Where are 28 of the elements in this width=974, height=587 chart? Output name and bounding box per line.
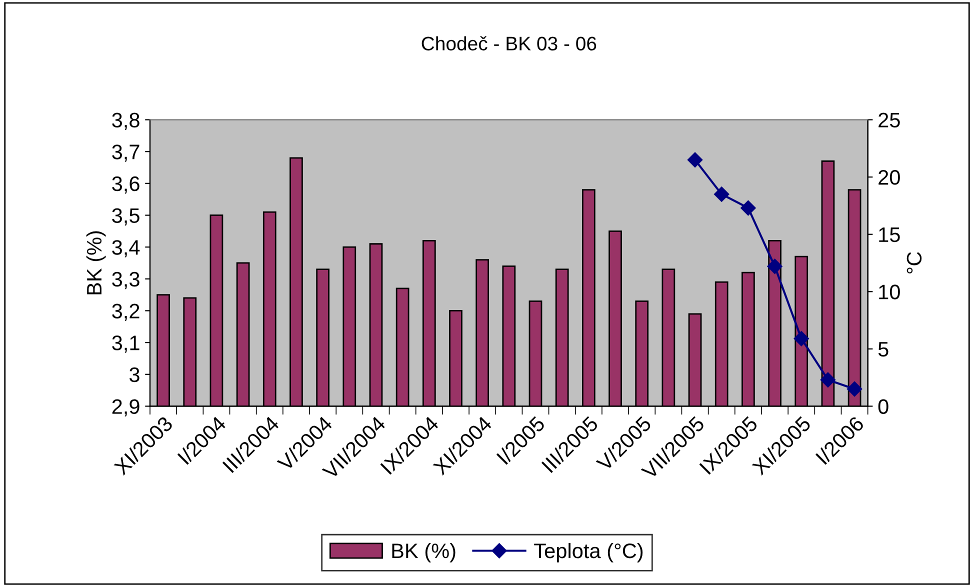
point xyxy=(740,200,756,216)
point xyxy=(820,372,836,388)
y-tick-label: 2,9 xyxy=(112,399,140,416)
y-tick-label: 3,5 xyxy=(112,208,140,226)
y2-tick-label: 10 xyxy=(879,284,900,300)
chart-title: Chodeč - BK 03 - 06 xyxy=(422,36,596,50)
point xyxy=(767,258,782,274)
point xyxy=(846,381,862,397)
y2-tick-label: 0 xyxy=(878,399,888,414)
y-tick-label: 3,6 xyxy=(112,176,140,194)
y-tick-label: 3,1 xyxy=(112,336,140,353)
y2-tick-label: 20 xyxy=(878,170,900,185)
y-tick-label: 3,7 xyxy=(112,144,140,162)
y2-tick-label: 5 xyxy=(878,342,888,357)
y2-tick-label: 15 xyxy=(879,228,900,242)
y-axis-title: BK (%) xyxy=(86,231,106,294)
point xyxy=(687,152,703,168)
point xyxy=(794,331,809,346)
point xyxy=(714,186,730,202)
y-tick-label: 3,2 xyxy=(112,304,140,321)
y2-axis-title: °C xyxy=(906,252,922,274)
legend-label: BK (%) xyxy=(392,542,456,562)
y2-tick-label: 25 xyxy=(878,112,900,128)
y-tick-label: 3,8 xyxy=(112,112,140,130)
legend-label: Teplota (°C) xyxy=(534,542,643,562)
y-tick-label: 3 xyxy=(129,367,140,382)
y-tick-label: 3,3 xyxy=(112,272,140,290)
y-tick-label: 3,4 xyxy=(112,240,140,258)
